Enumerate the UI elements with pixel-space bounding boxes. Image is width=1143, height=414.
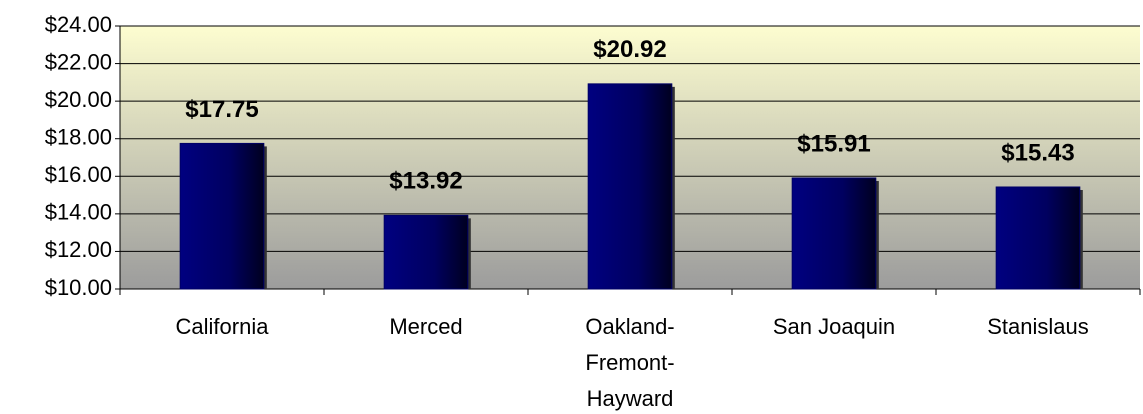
value-label: $20.92 bbox=[593, 36, 666, 63]
y-tick-label: $10.00 bbox=[45, 275, 112, 300]
y-tick-label: $22.00 bbox=[45, 49, 112, 74]
y-tick-label: $16.00 bbox=[45, 162, 112, 187]
y-tick-label: $24.00 bbox=[45, 12, 112, 37]
value-label: $13.92 bbox=[389, 168, 462, 195]
bar bbox=[791, 177, 877, 290]
x-tick-label: Stanislaus bbox=[987, 314, 1089, 339]
y-tick-label: $14.00 bbox=[45, 200, 112, 225]
y-tick-label: $12.00 bbox=[45, 237, 112, 262]
x-tick-label: Merced bbox=[389, 314, 462, 339]
x-tick-label: California bbox=[176, 314, 270, 339]
x-tick-label: San Joaquin bbox=[773, 314, 895, 339]
value-label: $15.43 bbox=[1001, 139, 1074, 166]
value-label: $15.91 bbox=[797, 130, 870, 157]
bar bbox=[179, 142, 265, 290]
bar bbox=[995, 186, 1081, 290]
bar bbox=[383, 214, 469, 290]
y-tick-label: $18.00 bbox=[45, 125, 112, 150]
value-label: $17.75 bbox=[185, 96, 258, 123]
x-tick-label: Oakland-Fremont-Hayward bbox=[585, 314, 674, 411]
bar bbox=[587, 83, 673, 290]
y-tick-label: $20.00 bbox=[45, 87, 112, 112]
